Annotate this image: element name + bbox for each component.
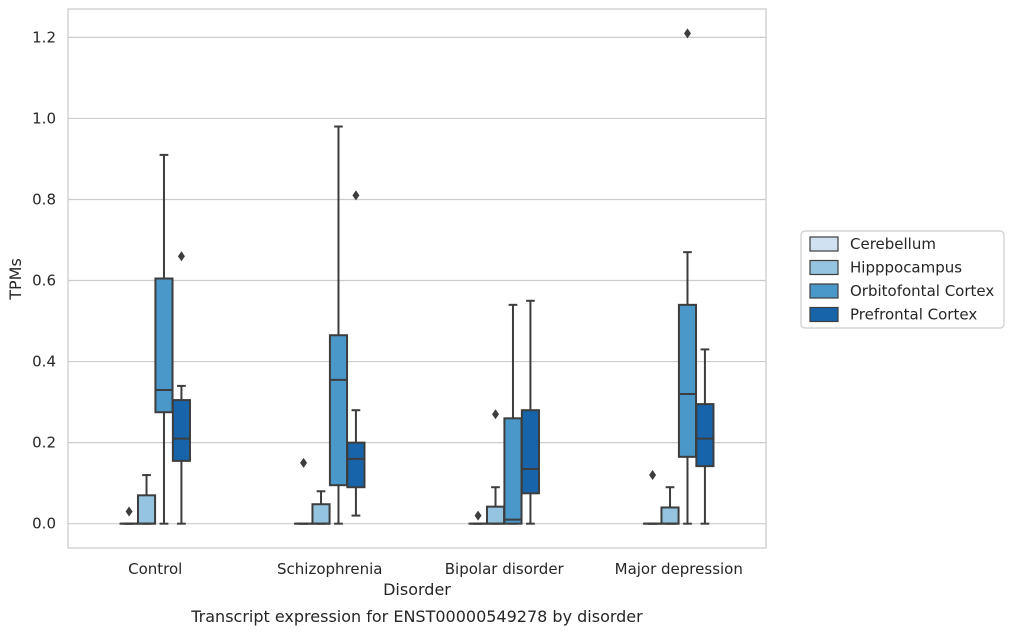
box-prefrontal-cortex [520,299,540,525]
box-series [119,28,715,525]
legend-swatch [809,283,839,299]
box-cerebellum [294,457,314,525]
box-iqr [677,303,698,458]
box-iqr [503,417,523,525]
box-prefrontal-cortex [346,190,366,517]
x-tick-label: Schizophrenia [277,560,382,578]
box-orbitofontal-cortex [154,153,174,525]
box-iqr [136,494,157,525]
x-tick-label: Major depression [615,560,743,578]
y-axis-label: TPMs [6,258,25,301]
y-tick-label: 0.8 [32,190,56,208]
box-iqr [695,403,715,468]
y-tick-label: 1.0 [32,109,56,127]
box-iqr [171,399,191,462]
box-iqr [520,409,540,495]
y-tick-label: 0.6 [32,272,56,290]
y-tick-label: 1.2 [32,28,56,46]
box-iqr [311,503,331,525]
outlier-point [300,457,308,468]
box-hipppocampus [660,486,680,525]
outlier-point [492,409,500,420]
legend-entry: Orbitofontal Cortex [850,282,994,300]
box-cerebellum [468,510,488,525]
legend-swatch [809,259,839,276]
x-tick-labels: Control Schizophrenia Bipolar disorder Majo… [128,560,743,578]
chart-caption: Transcript expression for ENST0000054927… [190,607,643,626]
outlier-point [125,506,133,517]
box-orbitofontal-cortex [677,28,698,525]
y-tick-labels: 0.0 0.2 0.4 0.6 0.8 1.0 1.2 [32,28,56,532]
outlier-point [474,510,482,521]
y-tick-label: 0.4 [32,353,56,371]
box-hipppocampus [311,490,331,525]
y-tick-label: 0.0 [32,515,56,533]
outlier-point [352,190,360,201]
legend-entry: Prefrontal Cortex [850,306,977,324]
plot-frame [67,8,767,549]
legend-entry: Cerebellum [850,235,936,253]
outlier-point [177,251,185,262]
x-tick-label: Control [128,560,182,578]
box-hipppocampus [136,474,157,525]
box-iqr [328,334,349,487]
x-tick-label: Bipolar disorder [445,560,565,578]
legend-entry: Hipppocampus [850,259,962,277]
box-cerebellum [643,470,663,525]
x-axis-label: Disorder [383,580,451,599]
box-prefrontal-cortex [695,348,715,525]
legend-swatch [809,236,839,252]
box-iqr [660,506,680,525]
box-iqr [346,441,366,489]
box-prefrontal-cortex [171,251,191,525]
legend-frame [800,230,1005,329]
box-orbitofontal-cortex [328,125,349,525]
box-iqr [154,277,174,414]
box-orbitofontal-cortex [503,303,523,525]
box-iqr [485,505,506,525]
legend: Cerebellum Hipppocampus Orbitofontal Corte… [800,230,1005,329]
outlier-point [649,470,657,481]
legend-swatch [809,306,839,323]
outlier-point [683,28,691,39]
y-tick-label: 0.2 [32,434,56,452]
